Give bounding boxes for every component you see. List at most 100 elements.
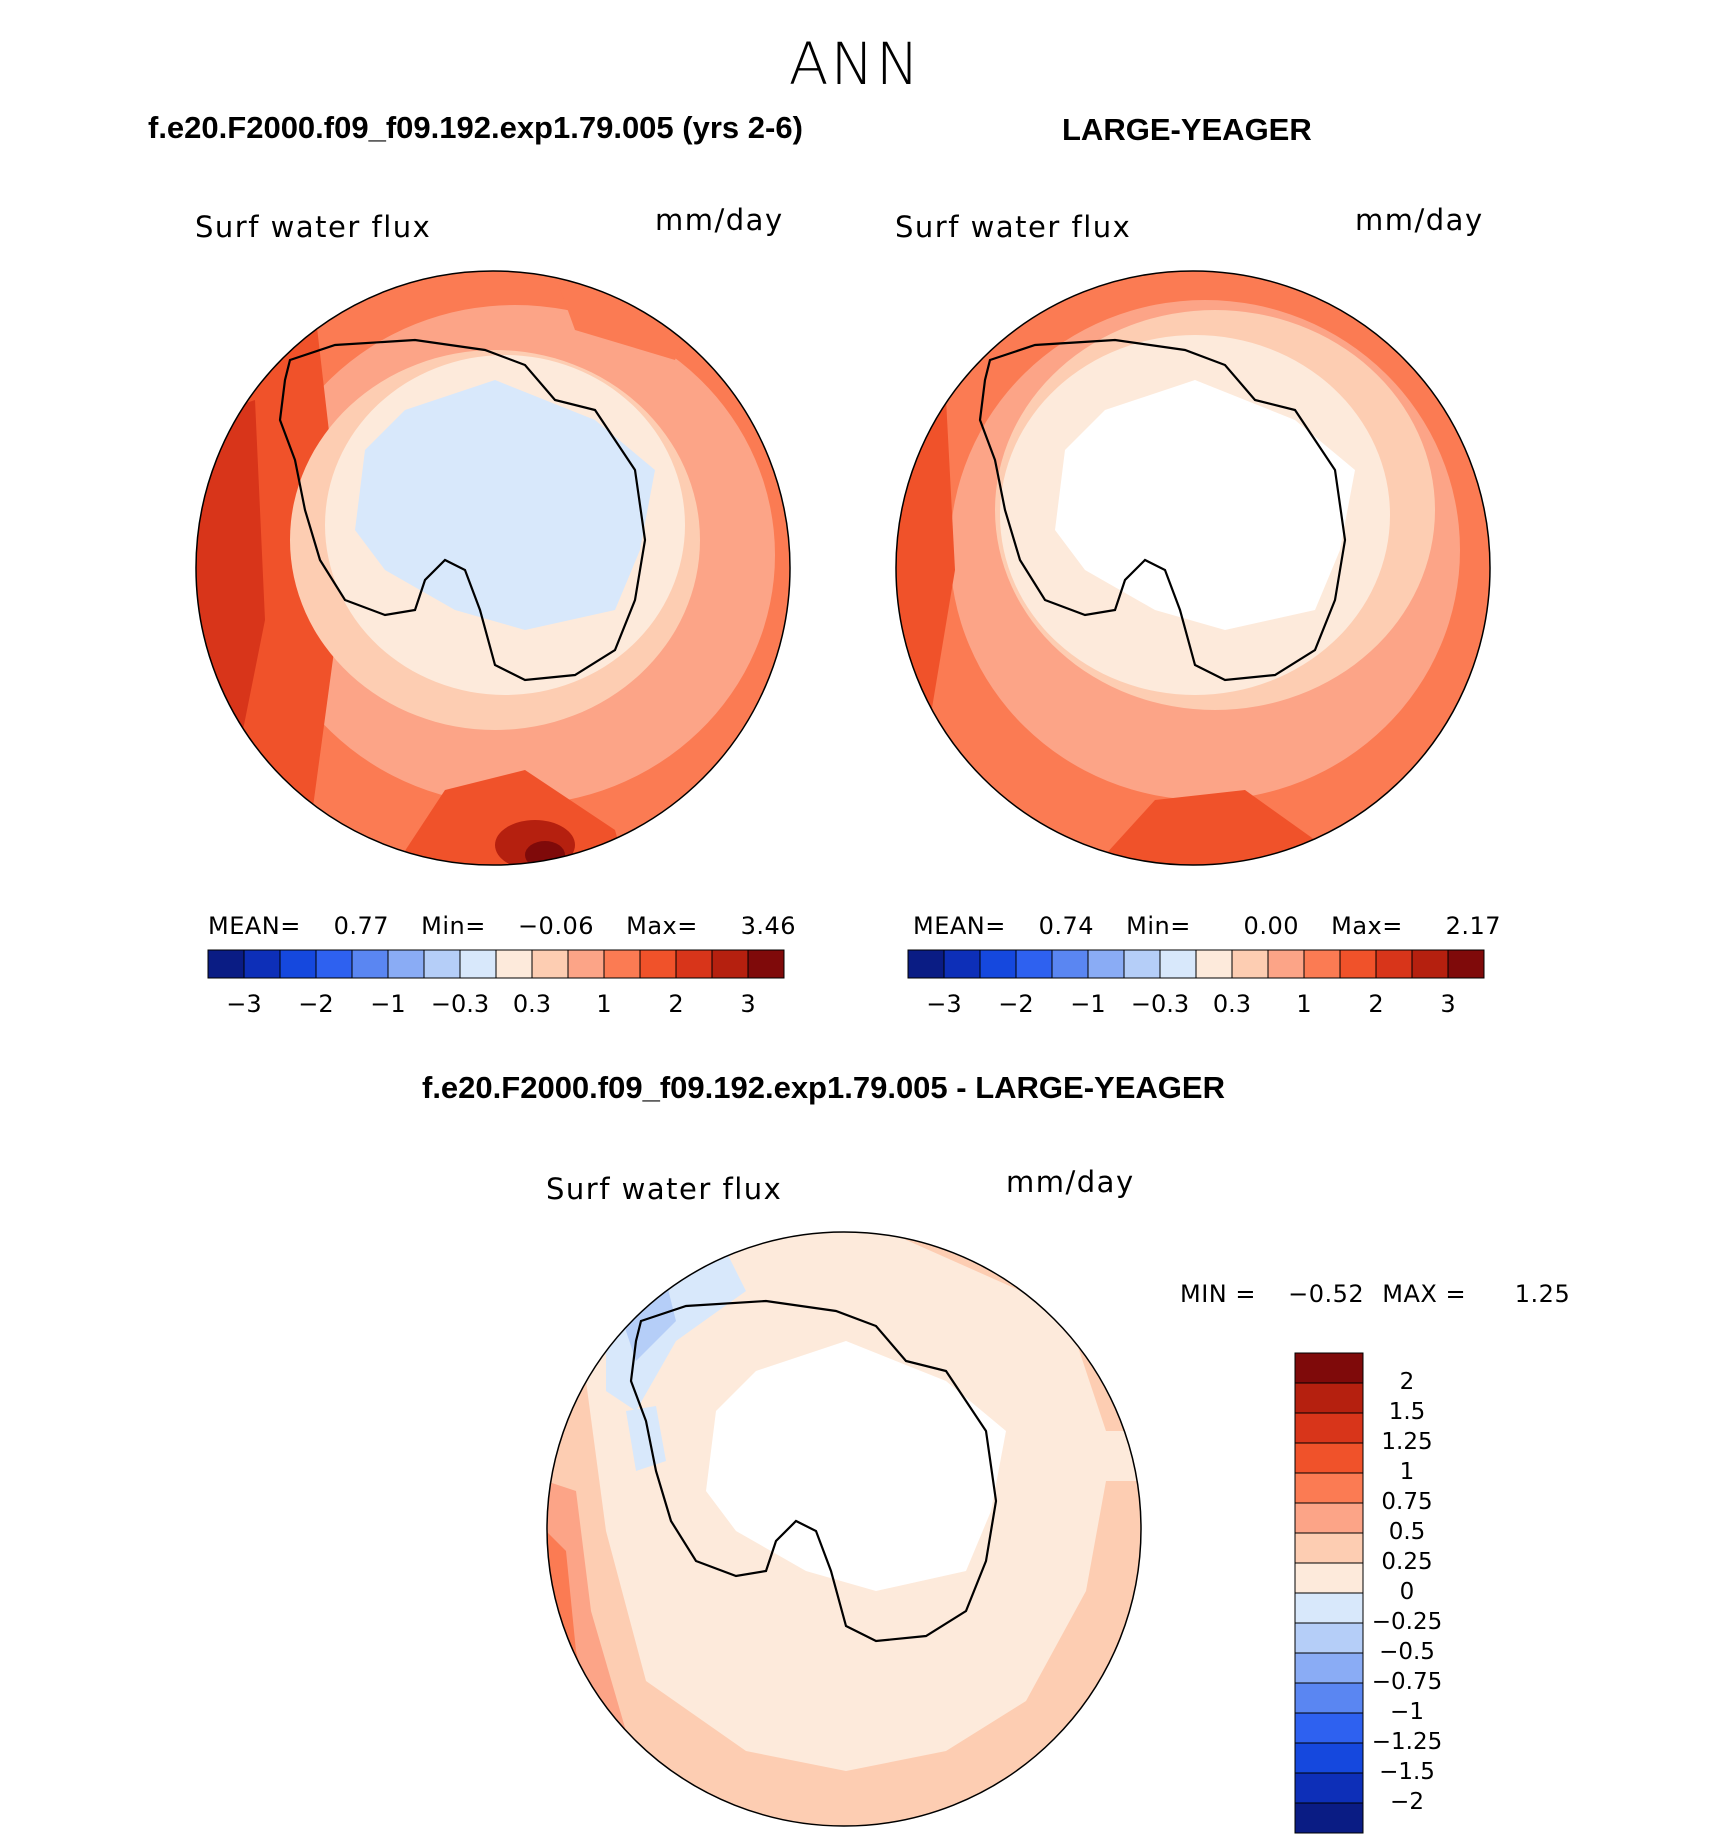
- colorbar-box: [315, 949, 353, 979]
- colorbar-box: [1447, 949, 1485, 979]
- colorbar-box: [1294, 1682, 1364, 1714]
- panel1-max-value: 3.46: [740, 912, 796, 940]
- colorbar-tick-label: −0.3: [430, 990, 490, 1018]
- panel2-polar-map: [895, 270, 1491, 866]
- colorbar-box: [675, 949, 713, 979]
- colorbar-box: [943, 949, 981, 979]
- colorbar-box: [1339, 949, 1377, 979]
- colorbar-tick-label: 0.75: [1381, 1489, 1433, 1515]
- panel2-max-value: 2.17: [1445, 912, 1501, 940]
- colorbar-box: [459, 949, 497, 979]
- panel1-units-label: mm/day: [655, 203, 784, 237]
- colorbar-box: [979, 949, 1017, 979]
- colorbar-tick-label: 1: [1296, 990, 1312, 1018]
- panel2-antarctica-coastline: [978, 338, 1347, 682]
- panel1-case-title: f.e20.F2000.f09_f09.192.exp1.79.005 (yrs…: [148, 110, 803, 145]
- colorbar-tick-label: 2: [1368, 990, 1384, 1018]
- difference-colorbar: 2 1.5 1.25 1 0.75 0.5 0.25 0 −0.25 −0.5 −0.75 −1 −1.…: [1294, 1352, 1442, 1834]
- vertical-colorbar-boxes: [1294, 1352, 1364, 1834]
- colorbar-box: [279, 949, 317, 979]
- colorbar-box: [1294, 1712, 1364, 1744]
- colorbar-tick-label: 0.5: [1388, 1519, 1426, 1545]
- colorbar-tick-label: 1.25: [1381, 1429, 1433, 1455]
- colorbar-box: [1087, 949, 1125, 979]
- colorbar-boxes: [207, 949, 785, 979]
- difference-min-label: MIN =: [1180, 1280, 1256, 1308]
- colorbar-tick-label: −2: [998, 990, 1034, 1018]
- colorbar-boxes: [907, 949, 1485, 979]
- difference-max-label: MAX =: [1382, 1280, 1467, 1308]
- panel1-variable-label: Surf water flux: [195, 210, 432, 244]
- colorbar-tick-label: −1: [1070, 990, 1106, 1018]
- colorbar-box: [387, 949, 425, 979]
- colorbar-box: [1294, 1592, 1364, 1624]
- colorbar-box: [1294, 1562, 1364, 1594]
- colorbar-box: [1294, 1802, 1364, 1834]
- colorbar-box: [1195, 949, 1233, 979]
- colorbar-tick-label: 0: [1399, 1579, 1415, 1605]
- colorbar-tick-label: 3: [740, 990, 756, 1018]
- colorbar-tick-label: 2: [1399, 1369, 1415, 1395]
- colorbar-box: [423, 949, 461, 979]
- colorbar-box: [1294, 1772, 1364, 1804]
- colorbar-box: [1294, 1352, 1364, 1384]
- panel2-min-value: 0.00: [1243, 912, 1299, 940]
- panel1-min-label: Min=: [421, 912, 486, 940]
- colorbar-tick-label: 0.3: [512, 990, 552, 1018]
- colorbar-tick-label: −3: [226, 990, 262, 1018]
- colorbar-box: [495, 949, 533, 979]
- colorbar-tick-label: 1: [596, 990, 612, 1018]
- colorbar-tick-label: 0.25: [1381, 1549, 1433, 1575]
- colorbar-box: [1294, 1412, 1364, 1444]
- colorbar-tick-label: −1: [370, 990, 406, 1018]
- colorbar-tick-label: 0.3: [1212, 990, 1252, 1018]
- panel2-colorbar: −3 −2 −1 −0.3 0.3 1 2 3: [907, 949, 1485, 1018]
- panel2-min-label: Min=: [1126, 912, 1191, 940]
- colorbar-box: [1294, 1502, 1364, 1534]
- colorbar-box: [1294, 1472, 1364, 1504]
- colorbar-tick-label: −0.3: [1130, 990, 1190, 1018]
- panel1-mean-label: MEAN=: [208, 912, 301, 940]
- difference-antarctica-coastline: [629, 1299, 998, 1643]
- difference-units-label: mm/day: [1006, 1165, 1135, 1199]
- colorbar-box: [1294, 1442, 1364, 1474]
- colorbar-box: [639, 949, 677, 979]
- panel1-stats: MEAN= 0.77 Min= −0.06 Max= 3.46: [208, 912, 796, 940]
- panel1-colorbar: −3 −2 −1 −0.3 0.3 1 2 3: [207, 949, 785, 1018]
- colorbar-box: [1015, 949, 1053, 979]
- difference-min-value: −0.52: [1288, 1280, 1365, 1308]
- difference-polar-map: [546, 1231, 1142, 1827]
- colorbar-box: [1231, 949, 1269, 979]
- colorbar-box: [567, 949, 605, 979]
- colorbar-box: [747, 949, 785, 979]
- colorbar-tick-label: −3: [926, 990, 962, 1018]
- colorbar-tick-label: −2: [298, 990, 334, 1018]
- colorbar-box: [907, 949, 945, 979]
- colorbar-box: [1294, 1382, 1364, 1414]
- colorbar-box: [1051, 949, 1089, 979]
- season-title: ANN: [788, 30, 922, 98]
- difference-max-value: 1.25: [1514, 1280, 1571, 1308]
- panel2-stats: MEAN= 0.74 Min= 0.00 Max= 2.17: [913, 912, 1501, 940]
- colorbar-tick-label: −0.5: [1379, 1639, 1435, 1665]
- colorbar-box: [1294, 1742, 1364, 1774]
- panel2-mean-label: MEAN=: [913, 912, 1006, 940]
- panel1-min-value: −0.06: [517, 912, 594, 940]
- colorbar-tick-label: 2: [668, 990, 684, 1018]
- colorbar-tick-label: −1: [1390, 1699, 1424, 1725]
- panel1-mean-value: 0.77: [333, 912, 389, 940]
- colorbar-box: [1294, 1652, 1364, 1684]
- colorbar-tick-label: −1.25: [1371, 1729, 1443, 1755]
- colorbar-tick-label: −1.5: [1379, 1759, 1435, 1785]
- colorbar-box: [1159, 949, 1197, 979]
- colorbar-box: [1375, 949, 1413, 979]
- colorbar-box: [711, 949, 749, 979]
- panel1-max-label: Max=: [626, 912, 698, 940]
- panel2-variable-label: Surf water flux: [895, 210, 1132, 244]
- colorbar-tick-label: −0.25: [1371, 1609, 1443, 1635]
- colorbar-box: [351, 949, 389, 979]
- colorbar-box: [531, 949, 569, 979]
- colorbar-tick-label: 1: [1399, 1459, 1415, 1485]
- panel1-polar-map: [195, 270, 791, 866]
- difference-title: f.e20.F2000.f09_f09.192.exp1.79.005 - LA…: [422, 1070, 1225, 1105]
